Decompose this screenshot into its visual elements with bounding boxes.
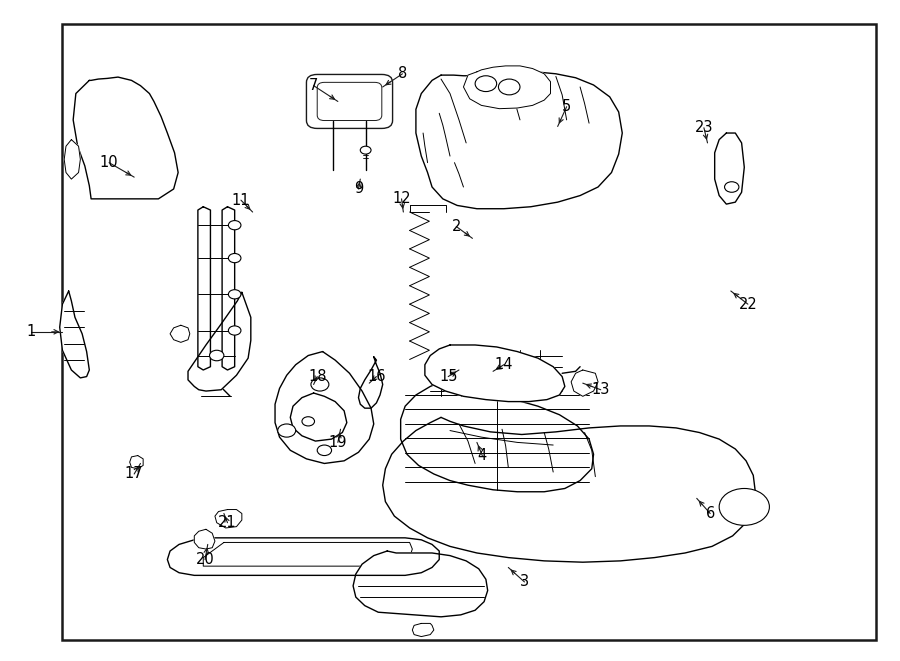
- Text: 11: 11: [231, 192, 250, 208]
- Circle shape: [229, 290, 241, 299]
- Circle shape: [210, 350, 224, 361]
- Circle shape: [317, 445, 331, 455]
- Polygon shape: [400, 378, 594, 492]
- Text: 3: 3: [520, 574, 529, 590]
- Polygon shape: [291, 393, 346, 441]
- Text: 2: 2: [452, 219, 461, 234]
- Circle shape: [499, 79, 520, 95]
- Circle shape: [475, 76, 497, 92]
- Polygon shape: [358, 357, 382, 408]
- Polygon shape: [64, 139, 80, 179]
- Text: 14: 14: [495, 357, 513, 372]
- FancyBboxPatch shape: [317, 83, 382, 120]
- Polygon shape: [130, 455, 143, 469]
- Text: 13: 13: [591, 382, 610, 397]
- Circle shape: [229, 253, 241, 262]
- Polygon shape: [464, 66, 551, 108]
- FancyBboxPatch shape: [306, 75, 392, 128]
- Text: 20: 20: [195, 552, 214, 567]
- Text: 21: 21: [218, 515, 237, 530]
- Polygon shape: [412, 623, 434, 637]
- Polygon shape: [215, 510, 242, 528]
- Text: 22: 22: [739, 297, 757, 312]
- Circle shape: [310, 378, 328, 391]
- Circle shape: [229, 326, 241, 335]
- Text: 6: 6: [706, 506, 715, 521]
- Polygon shape: [416, 72, 622, 209]
- Polygon shape: [425, 345, 565, 402]
- Text: 7: 7: [309, 78, 319, 93]
- Polygon shape: [170, 325, 190, 342]
- Text: 18: 18: [308, 369, 327, 384]
- Polygon shape: [572, 370, 598, 397]
- Circle shape: [724, 182, 739, 192]
- Polygon shape: [222, 207, 235, 370]
- Circle shape: [302, 416, 314, 426]
- Polygon shape: [167, 538, 439, 575]
- Polygon shape: [59, 291, 89, 378]
- Text: 8: 8: [398, 66, 407, 81]
- Polygon shape: [188, 292, 251, 391]
- Text: 15: 15: [439, 369, 457, 384]
- Polygon shape: [353, 551, 488, 617]
- Polygon shape: [194, 529, 215, 549]
- Text: 9: 9: [354, 182, 363, 196]
- Polygon shape: [715, 133, 744, 204]
- Text: 19: 19: [328, 435, 347, 450]
- Circle shape: [278, 424, 296, 437]
- Text: 17: 17: [125, 467, 143, 481]
- Polygon shape: [198, 207, 211, 370]
- Polygon shape: [275, 352, 374, 463]
- Polygon shape: [73, 77, 178, 199]
- Polygon shape: [382, 417, 755, 563]
- Circle shape: [719, 488, 770, 525]
- Text: 4: 4: [478, 448, 487, 463]
- Circle shape: [360, 146, 371, 154]
- Text: 23: 23: [695, 120, 713, 136]
- Text: 5: 5: [562, 99, 572, 114]
- Text: 1: 1: [26, 325, 36, 339]
- Text: 16: 16: [367, 369, 386, 384]
- Circle shape: [229, 221, 241, 230]
- Text: 12: 12: [392, 191, 411, 206]
- Text: 10: 10: [100, 155, 119, 170]
